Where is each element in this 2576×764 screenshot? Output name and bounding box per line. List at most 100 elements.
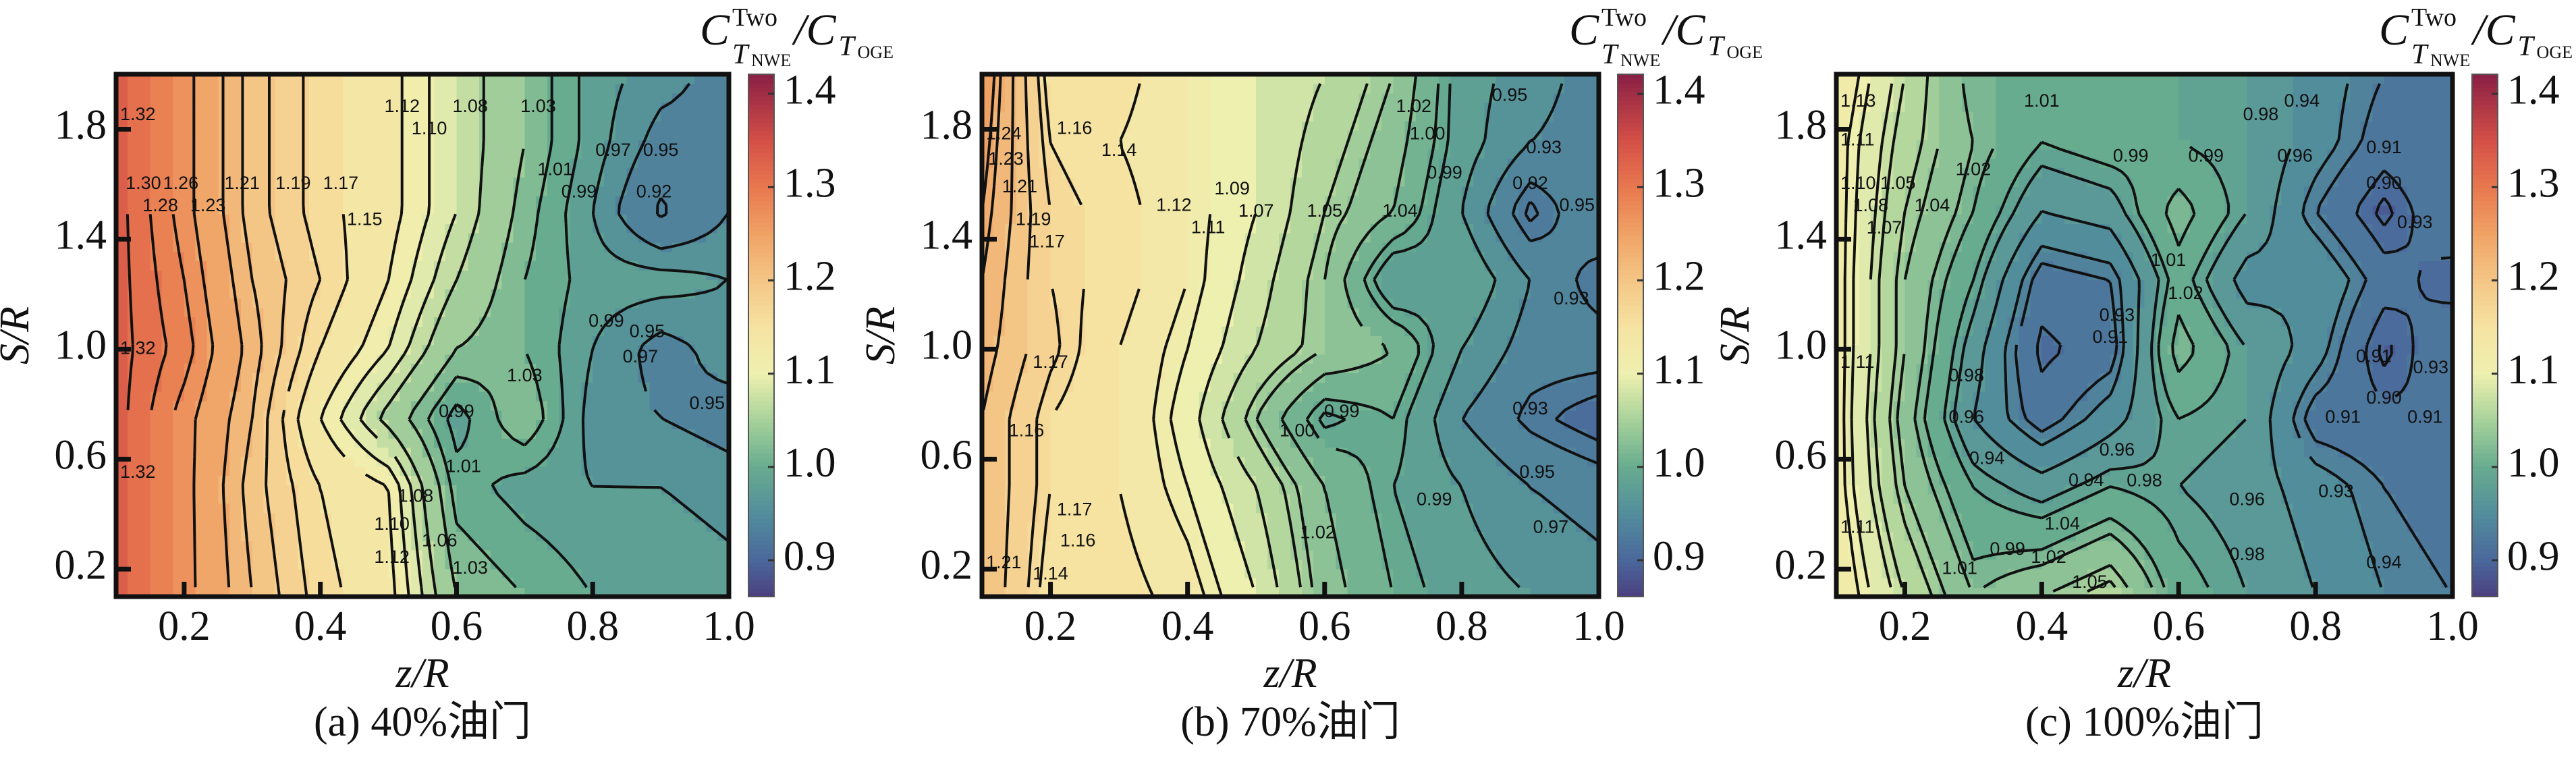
contour-cell (127, 391, 140, 402)
contour-cell (993, 363, 1006, 374)
colorbar-segment (748, 139, 774, 145)
contour-cell (694, 447, 707, 458)
contour-cell (400, 578, 412, 588)
contour-cell (626, 214, 639, 224)
contour-cell (1096, 485, 1108, 495)
contour-cell (524, 279, 537, 290)
contour-cell (161, 391, 173, 402)
contour-cell (400, 326, 412, 336)
contour-cell (1496, 419, 1508, 429)
contour-cell (218, 419, 230, 429)
contour-cell (1176, 391, 1188, 402)
contour-cell (706, 148, 718, 159)
contour-cell (138, 419, 151, 429)
x-tick-label: 0.4 (294, 603, 347, 649)
contour-cell (1187, 438, 1200, 448)
contour-cell (490, 233, 503, 243)
contour-cell (1096, 578, 1108, 588)
contour-cell (1107, 307, 1120, 318)
contour-cell (468, 354, 480, 364)
contour-cell (1416, 447, 1428, 458)
contour-label: 1.03 (507, 365, 543, 385)
contour-cell (581, 270, 593, 280)
contour-cell (490, 148, 503, 159)
contour-cell (468, 447, 480, 458)
contour-cell (694, 559, 707, 570)
contour-cell (513, 214, 526, 224)
contour-cell (433, 288, 446, 299)
contour-cell (331, 83, 344, 94)
contour-cell (1530, 363, 1543, 374)
contour-cell (479, 344, 491, 355)
contour-cell (252, 92, 265, 103)
contour-cell (1153, 541, 1166, 551)
contour-cell (173, 279, 185, 290)
contour-cell (218, 288, 230, 299)
contour-cell (150, 419, 162, 429)
contour-cell (229, 438, 242, 448)
contour-cell (1016, 326, 1029, 336)
contour-cell (672, 382, 684, 392)
contour-cell (501, 148, 514, 159)
contour-cell (661, 475, 673, 485)
contour-cell (993, 512, 1006, 523)
contour-cell (468, 288, 480, 299)
contour-cell (298, 242, 310, 252)
contour-cell (343, 326, 355, 336)
contour-cell (1507, 363, 1520, 374)
contour-cell (1153, 512, 1166, 523)
contour-cell (173, 373, 185, 383)
contour-cell (1553, 549, 1565, 560)
contour-cell (161, 298, 173, 308)
contour-cell (422, 363, 435, 374)
contour-cell (343, 130, 355, 140)
contour-cell (558, 139, 571, 150)
contour-cell (1142, 298, 1154, 308)
contour-cell (1187, 363, 1200, 374)
contour-cell (343, 121, 355, 131)
contour-cell (649, 466, 661, 476)
contour-cell (263, 242, 276, 252)
contour-cell (433, 335, 446, 346)
contour-cell (161, 494, 173, 504)
contour-cell (490, 139, 503, 150)
contour-cell (1279, 344, 1291, 355)
contour-cell (207, 456, 219, 467)
contour-cell (661, 83, 673, 94)
contour-cell (593, 447, 605, 458)
contour-cell (479, 298, 491, 308)
contour-cell (638, 102, 651, 113)
contour-cell (343, 475, 355, 485)
contour-cell (354, 559, 366, 570)
contour-cell (1553, 559, 1565, 570)
contour-cell (1507, 382, 1520, 392)
contour-cell (1530, 373, 1543, 383)
contour-cell (1290, 410, 1303, 420)
contour-cell (354, 298, 366, 308)
contour-cell (150, 559, 162, 570)
contour-cell (308, 447, 321, 458)
contour-cell (694, 391, 707, 402)
contour-cell (241, 288, 253, 299)
contour-cell (1336, 456, 1348, 467)
contour-cell (468, 456, 480, 467)
contour-cell (581, 541, 593, 551)
contour-cell (365, 466, 378, 476)
colorbar-segment (748, 501, 774, 506)
contour-cell (377, 233, 389, 243)
contour-cell (207, 148, 219, 159)
contour-cell (1473, 485, 1485, 495)
contour-cell (127, 317, 140, 327)
contour-cell (1085, 373, 1097, 383)
colorbar-segment (748, 231, 774, 236)
contour-cell (275, 373, 287, 383)
contour-cell (252, 438, 265, 448)
contour-cell (1541, 429, 1554, 439)
contour-cell (298, 279, 310, 290)
colorbar-tick-label: 1.2 (784, 254, 836, 300)
contour-cell (547, 391, 559, 402)
contour-cell (604, 568, 616, 579)
contour-cell (331, 503, 344, 514)
contour-cell (161, 512, 173, 523)
contour-cell (1381, 494, 1394, 504)
